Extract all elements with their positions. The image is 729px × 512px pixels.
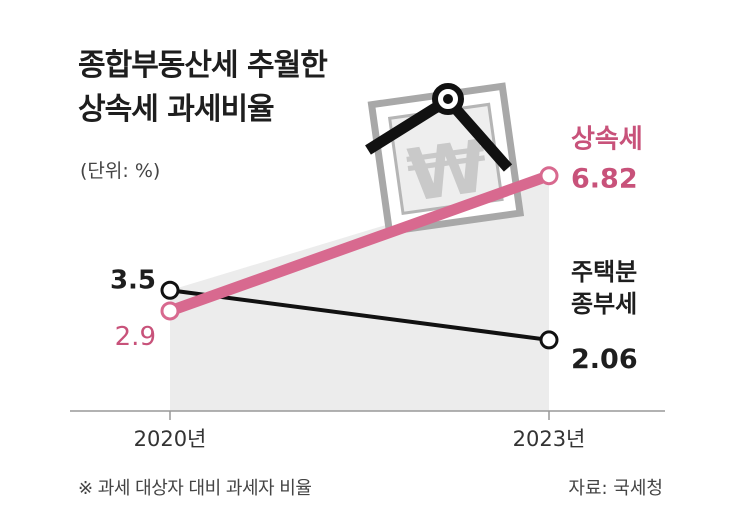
data-point-inheritance-2020: [160, 301, 180, 321]
footnote: ※ 과세 대상자 대비 과세자 비율: [78, 478, 312, 499]
data-label-inheritance-2023: 6.82: [571, 164, 638, 195]
series-line-property-tax: [168, 288, 551, 342]
chart-title: 종합부동산세 추월한 상속세 과세비율: [78, 44, 328, 132]
unit-label: (단위: %): [80, 160, 161, 182]
data-label-property-2020: 3.5: [110, 265, 156, 295]
data-label-property-2023: 2.06: [571, 344, 638, 375]
series-line-inheritance-tax: [164, 170, 555, 317]
chart-title-line1: 종합부동산세 추월한: [78, 48, 328, 83]
x-tick-label: 2020년: [134, 427, 207, 451]
x-tick-label: 2023년: [513, 427, 586, 451]
data-point-property-2023: [539, 330, 559, 350]
data-label-inheritance-2020: 2.9: [115, 322, 156, 352]
chart-area-fill: [170, 175, 549, 411]
data-point-inheritance-2023: [539, 166, 559, 186]
series-name-inheritance-tax: 상속세: [571, 125, 643, 155]
series-name-property-tax-line1: 주택분: [571, 258, 637, 286]
series-name-property-tax-line2: 종부세: [571, 290, 637, 318]
source-label: 자료: 국세청: [568, 478, 663, 499]
chart-title-line2: 상속세 과세비율: [78, 92, 275, 127]
sign-hanger-pin: [443, 94, 453, 104]
data-point-property-2020: [160, 280, 180, 300]
won-sign-illustration: ₩: [365, 82, 525, 236]
